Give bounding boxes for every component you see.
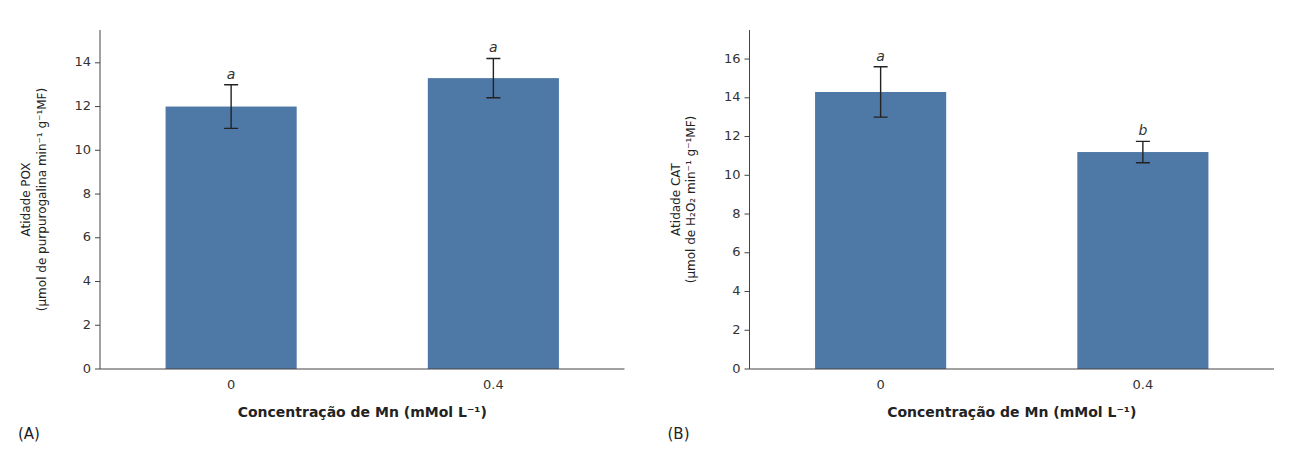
y-tick-label: 8 — [83, 186, 91, 201]
y-tick — [745, 291, 750, 292]
error-bar-cap — [874, 66, 888, 67]
y-tick-label: 12 — [724, 128, 741, 143]
x-axis-line — [100, 369, 625, 370]
panel: a b 0 2 4 6 8 10 12 14 16 0 0.4 Concentração de Mn (m… — [668, 30, 1275, 443]
x-axis-line — [750, 369, 1275, 370]
error-bar-cap — [874, 116, 888, 117]
significance-letter: a — [489, 39, 498, 55]
panel-label: (A) — [18, 425, 40, 443]
x-tick-label: 0.4 — [483, 377, 504, 392]
y-axis-label-line: Atidade CAT — [669, 162, 683, 235]
y-tick-label: 4 — [732, 283, 740, 298]
y-tick-label: 14 — [724, 89, 741, 104]
y-tick — [95, 106, 100, 107]
y-tick-label: 0 — [732, 361, 740, 376]
error-bar-cap — [1136, 141, 1150, 142]
x-axis-label: Concentração de Mn (mMol L⁻¹) — [238, 404, 487, 420]
plot-area — [166, 58, 559, 369]
y-tick — [95, 194, 100, 195]
x-tick-label: 0.4 — [1133, 377, 1154, 392]
error-bar-cap — [486, 58, 500, 59]
error-bar-stem — [880, 67, 881, 117]
y-tick — [95, 369, 100, 370]
y-tick — [745, 175, 750, 176]
panel: a a 0 2 4 6 8 10 12 14 0 0.4 Concentração de Mn (mMo… — [18, 30, 625, 443]
bar — [1077, 152, 1208, 369]
y-tick-label: 10 — [74, 142, 91, 157]
y-axis-label-line: Atidade POX — [19, 163, 33, 237]
error-bar-stem — [1142, 141, 1143, 162]
y-tick-label: 2 — [83, 317, 91, 332]
bar — [815, 92, 946, 369]
y-tick-label: 0 — [83, 361, 91, 376]
y-axis-label: Atidade CAT(μmol de H₂O₂ min⁻¹ g⁻¹MF) — [669, 116, 699, 284]
error-bar-cap — [486, 97, 500, 98]
error-bar-cap — [224, 84, 238, 85]
y-tick — [745, 136, 750, 137]
y-tick — [745, 252, 750, 253]
y-tick — [745, 330, 750, 331]
y-tick — [95, 325, 100, 326]
error-bar — [874, 67, 888, 117]
y-tick — [745, 97, 750, 98]
x-tick-label: 0 — [876, 377, 884, 392]
x-tick-label: 0 — [227, 377, 235, 392]
y-axis-label: Atidade POX(μmol de purpurogalina min⁻¹ … — [19, 88, 49, 311]
y-tick — [95, 281, 100, 282]
panel-label: (B) — [668, 425, 690, 443]
y-axis-label-line: (μmol de purpurogalina min⁻¹ g⁻¹MF) — [35, 88, 49, 311]
x-axis-label: Concentração de Mn (mMol L⁻¹) — [887, 404, 1136, 420]
y-tick-label: 4 — [83, 273, 91, 288]
error-bar — [224, 85, 238, 129]
y-tick-label: 12 — [74, 98, 91, 113]
y-tick — [745, 59, 750, 60]
y-axis-line — [100, 30, 101, 369]
significance-letter: b — [1138, 122, 1147, 138]
y-tick-label: 6 — [732, 244, 740, 259]
bar — [166, 107, 297, 369]
y-axis-label-line: (μmol de H₂O₂ min⁻¹ g⁻¹MF) — [684, 116, 698, 284]
y-tick — [95, 237, 100, 238]
error-bar-stem — [230, 85, 231, 129]
error-bar — [486, 58, 500, 97]
error-bar-stem — [493, 58, 494, 97]
bar — [428, 78, 559, 369]
y-tick-label: 16 — [724, 51, 741, 66]
y-tick-label: 2 — [732, 322, 740, 337]
y-tick-label: 14 — [74, 54, 91, 69]
error-bar — [1136, 141, 1150, 162]
significance-letter: a — [227, 66, 236, 82]
y-tick-label: 10 — [724, 167, 741, 182]
y-tick — [95, 150, 100, 151]
y-tick-label: 6 — [83, 229, 91, 244]
significance-letter: a — [876, 48, 885, 64]
y-tick-label: 8 — [732, 206, 740, 221]
error-bar-cap — [224, 128, 238, 129]
y-tick — [95, 62, 100, 63]
error-bar-cap — [1136, 162, 1150, 163]
y-axis-line — [749, 30, 750, 369]
y-tick — [745, 214, 750, 215]
y-tick — [745, 369, 750, 370]
plot-area — [815, 67, 1208, 369]
figure: a a 0 2 4 6 8 10 12 14 0 0.4 Concentração de Mn (mMo… — [0, 0, 1299, 459]
